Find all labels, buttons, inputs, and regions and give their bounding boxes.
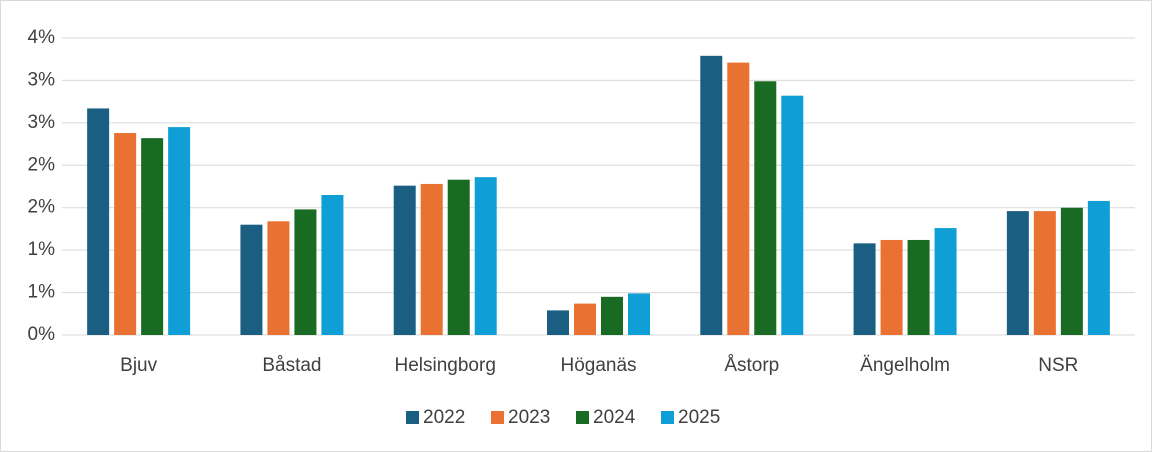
legend-swatch xyxy=(491,411,504,424)
legend-swatch xyxy=(661,411,674,424)
x-tick-label: Åstorp xyxy=(724,355,779,376)
y-tick-label: 3% xyxy=(28,69,56,90)
x-tick-label: NSR xyxy=(1038,355,1078,376)
bar xyxy=(547,310,569,335)
legend-swatch xyxy=(406,411,419,424)
legend-swatch xyxy=(576,411,589,424)
bar xyxy=(321,194,344,335)
legend-label: 2022 xyxy=(423,407,465,428)
bar xyxy=(267,221,290,335)
bar xyxy=(1006,211,1029,335)
bar xyxy=(447,179,470,335)
bar xyxy=(1033,211,1056,335)
x-tick-label: Ängelholm xyxy=(860,355,950,376)
y-tick-label: 3% xyxy=(28,112,56,133)
x-tick-label: Höganäs xyxy=(560,355,636,376)
bar xyxy=(168,127,191,335)
bar xyxy=(1060,207,1083,335)
y-tick-label: 0% xyxy=(28,324,56,345)
y-tick-label: 2% xyxy=(28,197,56,218)
bar xyxy=(1087,200,1110,335)
bar xyxy=(141,138,164,335)
bar xyxy=(628,293,650,335)
y-tick-label: 4% xyxy=(28,27,56,48)
y-tick-label: 2% xyxy=(28,154,56,175)
bar xyxy=(907,239,930,335)
y-tick-label: 1% xyxy=(28,239,56,260)
bar xyxy=(727,62,750,335)
legend-label: 2025 xyxy=(678,407,720,428)
bar xyxy=(754,81,777,335)
bar xyxy=(393,185,416,335)
bar xyxy=(601,296,623,335)
x-tick-label: Båstad xyxy=(262,355,321,376)
legend-label: 2023 xyxy=(508,407,550,428)
bar xyxy=(574,303,596,335)
bar xyxy=(934,228,957,335)
bar xyxy=(474,177,497,335)
bar xyxy=(240,224,263,335)
bar xyxy=(781,95,804,336)
bar xyxy=(700,55,723,335)
bar xyxy=(87,108,110,335)
bar xyxy=(114,133,137,335)
y-tick-label: 1% xyxy=(28,282,56,303)
bar xyxy=(294,209,317,335)
x-tick-label: Helsingborg xyxy=(395,355,496,376)
bar xyxy=(880,239,903,335)
legend-label: 2024 xyxy=(593,407,636,428)
x-tick-label: Bjuv xyxy=(120,355,157,376)
bar xyxy=(420,183,443,335)
bar xyxy=(853,243,876,335)
